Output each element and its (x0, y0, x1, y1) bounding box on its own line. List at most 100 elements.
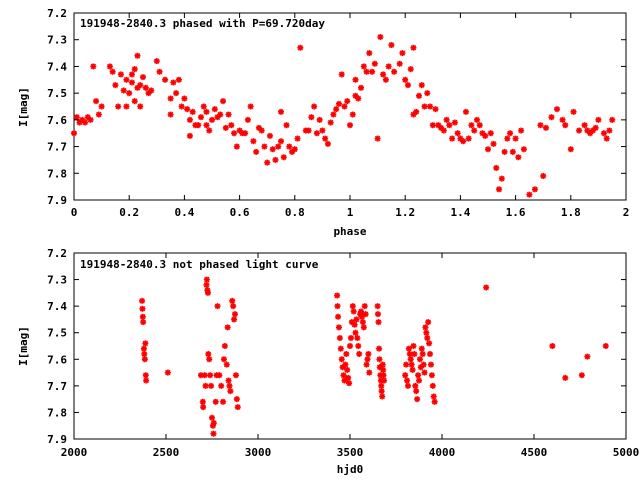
phased-data-point (600, 130, 607, 137)
unphased-data-point (420, 361, 427, 368)
phased-y-tick-label: 7.8 (47, 167, 67, 180)
unphased-x-tick-labels: 2000 2500 3000 3500 4000 4500 5000 (61, 446, 640, 459)
unphased-data-point (143, 377, 150, 384)
phased-data-point (493, 164, 500, 171)
phased-data-point (82, 119, 89, 126)
phased-data-point (316, 116, 323, 123)
phased-data-point (338, 71, 345, 78)
unphased-data-point (203, 276, 210, 283)
unphased-x-tick-label: 4000 (429, 446, 456, 459)
phased-data-point (258, 127, 265, 134)
phased-data-point (137, 82, 144, 89)
unphased-data-point (562, 374, 569, 381)
unphased-data-point (220, 356, 227, 363)
unphased-data-point (212, 398, 219, 405)
phased-data-point (311, 103, 318, 110)
unphased-ticks (73, 252, 627, 440)
phased-data-point (250, 138, 257, 145)
phased-data-point (449, 135, 456, 142)
phased-data-point (462, 108, 469, 115)
phased-data-point (106, 63, 113, 70)
unphased-data-point (335, 313, 342, 320)
unphased-data-point (427, 350, 434, 357)
phased-data-point (427, 103, 434, 110)
phased-data-point (413, 108, 420, 115)
phased-data-point (137, 103, 144, 110)
phased-x-tick-label: 1.4 (450, 206, 470, 219)
phased-data-point (460, 138, 467, 145)
unphased-data-point (407, 356, 414, 363)
phased-data-point (228, 122, 235, 129)
phased-data-point (305, 127, 312, 134)
unphased-data-point (602, 343, 609, 349)
phased-data-point (131, 98, 138, 105)
phased-data-point (363, 68, 370, 75)
unphased-data-point (334, 292, 341, 299)
unphased-data-point (359, 319, 366, 326)
phased-data-point (156, 68, 163, 75)
phased-data-point (410, 44, 417, 51)
phased-chart-title: 191948-2840.3 phased with P=69.720day (80, 17, 325, 30)
phased-y-tick-label: 7.2 (47, 7, 67, 20)
unphased-data-point (419, 350, 426, 357)
phased-data-point (396, 60, 403, 67)
unphased-data-point (425, 319, 432, 326)
phased-data-point (369, 68, 376, 75)
phased-data-point (195, 122, 202, 129)
unphased-data-point (364, 356, 371, 363)
phased-data-point (490, 140, 497, 147)
phased-data-point (313, 130, 320, 137)
phased-data-point (581, 122, 588, 129)
unphased-data-point (422, 324, 429, 331)
phased-data-point (173, 90, 180, 97)
unphased-data-point (342, 361, 349, 368)
unphased-data-point (334, 303, 341, 310)
phased-chart: 7.2 7.3 7.4 7.5 7.6 7.7 7.8 7.9 0 0.2 0.4 0.6 0.8 1 1… (17, 7, 629, 238)
phased-data-point (358, 84, 365, 91)
phased-data-point (512, 135, 519, 142)
unphased-data-point (365, 350, 372, 357)
phased-data-point (126, 90, 133, 97)
unphased-data-point (202, 382, 209, 389)
unphased-data-point (404, 377, 411, 384)
phased-data-point (576, 127, 583, 134)
unphased-data-point (340, 372, 347, 379)
unphased-data-point (413, 388, 420, 395)
phased-data-point (197, 114, 204, 121)
phased-data-point (391, 68, 398, 75)
phased-data-point (291, 146, 298, 153)
phased-data-point (385, 63, 392, 70)
phased-data-point (153, 58, 160, 65)
unphased-data-point (218, 382, 225, 389)
unphased-data-point (362, 311, 369, 318)
phased-data-point (95, 111, 102, 118)
phased-data-point (501, 148, 508, 155)
unphased-data-point (418, 345, 425, 352)
phased-data-point (244, 116, 251, 123)
phased-data-point (451, 119, 458, 126)
phased-data-point (266, 132, 273, 139)
unphased-x-tick-label: 2000 (61, 446, 88, 459)
unphased-data-point (200, 404, 207, 411)
unphased-data-point (423, 329, 430, 336)
phased-y-tick-label: 7.4 (47, 60, 67, 73)
phased-data-point (280, 154, 287, 161)
unphased-data-point (350, 308, 357, 315)
phased-data-point (115, 103, 122, 110)
unphased-data-point (221, 343, 228, 349)
phased-data-point (487, 130, 494, 137)
phased-y-axis-label: I[mag] (17, 87, 30, 127)
unphased-data-point (374, 311, 381, 318)
phased-data-point (374, 135, 381, 142)
unphased-data-point (231, 316, 238, 323)
phased-data-point (134, 52, 141, 59)
phased-plot-frame (73, 12, 627, 201)
phased-data-point (518, 127, 525, 134)
unphased-data-point (355, 343, 362, 349)
phased-data-point (186, 116, 193, 123)
phased-data-point (275, 143, 282, 150)
unphased-data-point (164, 369, 171, 376)
unphased-data-point (416, 356, 423, 363)
unphased-data-point (347, 343, 353, 349)
